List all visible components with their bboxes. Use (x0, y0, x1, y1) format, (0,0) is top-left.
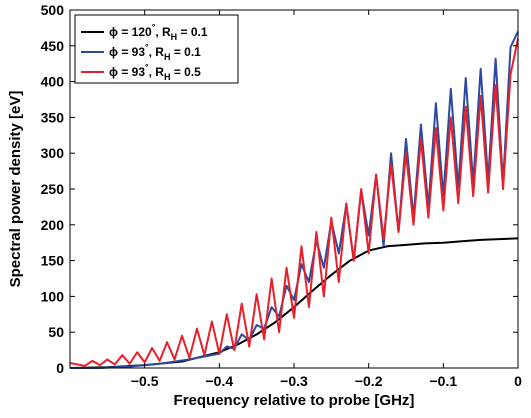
x-tick-label: −0.2 (355, 373, 383, 389)
x-tick-label: −0.3 (280, 373, 308, 389)
x-tick-label: −0.5 (131, 373, 159, 389)
y-tick-label: 0 (56, 360, 64, 376)
series-lines (69, 31, 519, 369)
y-tick-label: 300 (41, 145, 65, 161)
y-tick-label: 350 (41, 109, 65, 125)
legend-label-3: ϕ = 93°, RH = 0.5 (109, 62, 201, 82)
legend-label-1: ϕ = 120°, RH = 0.1 (109, 22, 208, 42)
x-tick-label: −0.1 (430, 373, 458, 389)
legend: ϕ = 120°, RH = 0.1ϕ = 93°, RH = 0.1ϕ = 9… (74, 14, 239, 84)
y-tick-label: 50 (48, 324, 64, 340)
y-tick-label: 500 (41, 2, 65, 18)
axis-ticks: −0.5 −0.4 −0.3 −0.2 −0.1 0 0 50 100 150 200 250 300 3… (41, 2, 522, 389)
y-tick-label: 200 (41, 217, 65, 233)
y-tick-label: 100 (41, 288, 65, 304)
legend-label-2: ϕ = 93°, RH = 0.1 (109, 42, 201, 62)
y-axis-label: Spectral power density [eV] (7, 91, 24, 288)
y-tick-label: 150 (41, 253, 65, 269)
x-axis-label: Frequency relative to probe [GHz] (174, 392, 415, 409)
x-tick-label: 0 (514, 373, 522, 389)
y-tick-label: 250 (41, 181, 65, 197)
series-line-3 (69, 38, 519, 367)
y-tick-label: 400 (41, 74, 65, 90)
x-tick-label: −0.4 (206, 373, 234, 389)
y-tick-label: 450 (41, 38, 65, 54)
